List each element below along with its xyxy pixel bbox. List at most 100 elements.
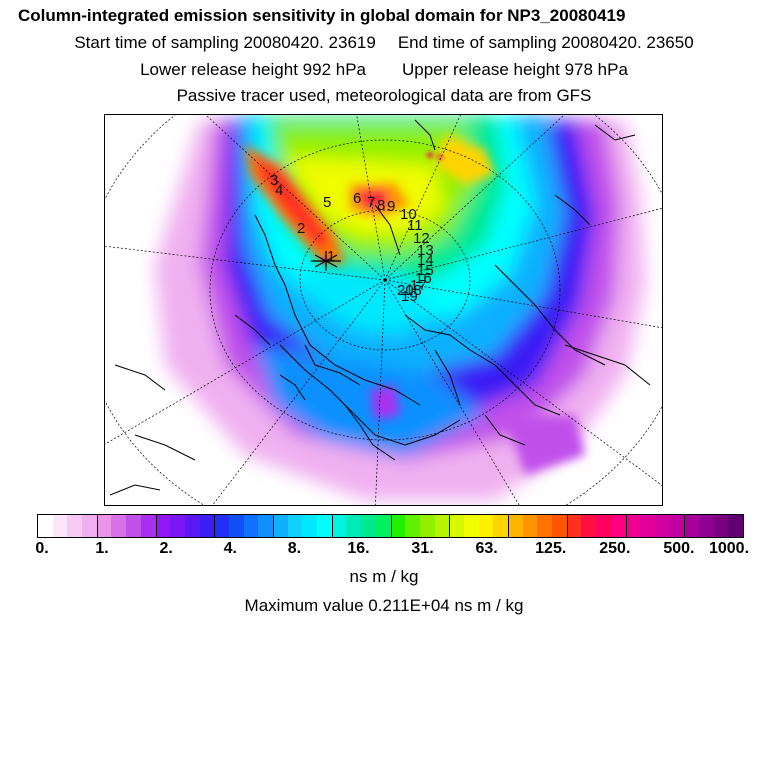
colorbar-swatch bbox=[478, 515, 494, 537]
colorbar-swatch bbox=[552, 515, 567, 537]
lower-release-value: 992 hPa bbox=[302, 60, 366, 79]
trajectory-point-label: 19 bbox=[401, 288, 418, 305]
colorbar-divider bbox=[566, 515, 568, 537]
colorbar-tick-label: 1000. bbox=[708, 540, 750, 557]
colorbar-swatch bbox=[728, 515, 743, 537]
start-label: Start time of sampling bbox=[74, 33, 239, 52]
trajectory-point-label: 11 bbox=[407, 217, 423, 234]
colorbar-swatch bbox=[82, 515, 97, 537]
colorbar-swatch bbox=[640, 515, 655, 537]
start-value: 20080420. 23619 bbox=[243, 33, 376, 52]
emission-sensitivity-map: 1 2 3 4 5 6 7 8 9 10 11 12 13 14 15 16 17 18 19 20 bbox=[104, 114, 663, 506]
trajectory-point-label: 7 bbox=[367, 194, 375, 211]
colorbar-swatch bbox=[346, 515, 362, 537]
colorbar-divider bbox=[331, 515, 333, 537]
colorbar-tick-label: 0. bbox=[35, 540, 49, 557]
colorbar-swatch bbox=[654, 515, 670, 537]
colorbar-swatch bbox=[375, 515, 391, 537]
colorbar-swatch bbox=[508, 515, 523, 537]
trajectory-point-label: 17 bbox=[410, 277, 427, 294]
trajectory-point-label: 5 bbox=[323, 194, 331, 211]
colorbar-tick-label: 125. bbox=[535, 540, 567, 557]
colorbar-tick-label: 500. bbox=[663, 540, 695, 557]
colorbar-divider bbox=[625, 515, 627, 537]
colorbar-swatch bbox=[184, 515, 200, 537]
colorbar-swatch bbox=[713, 515, 729, 537]
colorbar-tick-label: 8. bbox=[287, 540, 302, 557]
colorbar-divider bbox=[390, 515, 392, 537]
end-value: 20080420. 23650 bbox=[561, 33, 694, 52]
colorbar-unit-label: ns m / kg bbox=[349, 567, 419, 586]
tracer-note: Passive tracer used, meteorological data… bbox=[176, 86, 592, 105]
colorbar-swatch bbox=[361, 515, 376, 537]
colorbar-swatch bbox=[522, 515, 538, 537]
colorbar-divider bbox=[214, 515, 216, 537]
colorbar-swatch bbox=[214, 515, 229, 537]
trajectory-point-label: 9 bbox=[387, 198, 395, 215]
colorbar-swatch bbox=[537, 515, 553, 537]
colorbar-tick-label: 250. bbox=[599, 540, 631, 557]
colorbar-tick-label: 31. bbox=[411, 540, 434, 557]
colorbar-swatch bbox=[126, 515, 141, 537]
trajectory-point-label: 10 bbox=[400, 206, 417, 223]
trajectory-point-label: 3 bbox=[270, 172, 278, 189]
colorbar-tick-label: 16. bbox=[347, 540, 370, 557]
trajectory-point-label: 15 bbox=[417, 262, 434, 279]
colorbar-swatch bbox=[273, 515, 288, 537]
colorbar-swatch bbox=[52, 515, 68, 537]
lower-release-label: Lower release height bbox=[140, 60, 298, 79]
colorbar-divider bbox=[155, 515, 157, 537]
colorbar-tick-label: 2. bbox=[159, 540, 173, 557]
colorbar-swatch bbox=[610, 515, 626, 537]
colorbar-swatch bbox=[581, 515, 597, 537]
colorbar-divider bbox=[449, 515, 451, 537]
plot-title: Column-integrated emission sensitivity i… bbox=[18, 6, 626, 25]
graticule-lines bbox=[105, 115, 662, 505]
trajectory-point-label: 18 bbox=[405, 282, 422, 299]
colorbar-swatch bbox=[228, 515, 244, 537]
trajectory-point-label: 4 bbox=[275, 182, 283, 199]
colorbar-swatch bbox=[302, 515, 318, 537]
colorbar-swatch bbox=[419, 515, 435, 537]
coastlines bbox=[109, 119, 651, 496]
sensitivity-field bbox=[155, 115, 645, 500]
colorbar-swatch bbox=[625, 515, 641, 537]
colorbar-swatch bbox=[243, 515, 259, 537]
trajectory-point-label: 1 bbox=[327, 248, 335, 265]
trajectory-point-label: 2 bbox=[297, 220, 305, 237]
colorbar-swatch bbox=[463, 515, 479, 537]
colorbar-swatch bbox=[390, 515, 406, 537]
trajectory-point-label: 16 bbox=[415, 270, 432, 287]
trajectory-point-label: 14 bbox=[417, 252, 434, 269]
colorbar-divider bbox=[96, 515, 98, 537]
colorbar-swatch bbox=[684, 515, 699, 537]
colorbar-swatch bbox=[405, 515, 420, 537]
colorbar-swatch bbox=[170, 515, 185, 537]
colorbar-swatch bbox=[317, 515, 332, 537]
trajectory-point-label: 20 bbox=[397, 282, 414, 299]
colorbar-swatch bbox=[111, 515, 127, 537]
colorbar-swatch bbox=[434, 515, 450, 537]
colorbar-swatch bbox=[67, 515, 83, 537]
trajectory-point-label: 6 bbox=[353, 190, 361, 207]
colorbar-divider bbox=[684, 515, 686, 537]
colorbar bbox=[37, 514, 744, 538]
trajectory-point-label: 12 bbox=[413, 230, 430, 247]
colorbar-swatch bbox=[140, 515, 156, 537]
sampling-time-line: Start time of sampling 20080420. 23619 En… bbox=[0, 33, 768, 53]
colorbar-swatch bbox=[493, 515, 508, 537]
colorbar-swatch bbox=[449, 515, 464, 537]
colorbar-tick-label: 63. bbox=[475, 540, 498, 557]
colorbar-swatch bbox=[258, 515, 273, 537]
colorbar-swatch bbox=[596, 515, 611, 537]
colorbar-swatch bbox=[38, 515, 53, 537]
colorbar-swatch bbox=[698, 515, 714, 537]
colorbar-swatch bbox=[96, 515, 112, 537]
colorbar-swatch bbox=[155, 515, 171, 537]
maximum-value-text: Maximum value 0.211E+04 ns m / kg bbox=[244, 596, 524, 615]
release-height-line: Lower release height 992 hPa Upper releas… bbox=[0, 60, 768, 80]
colorbar-swatch bbox=[669, 515, 685, 537]
upper-release-label: Upper release height bbox=[402, 60, 560, 79]
colorbar-swatch bbox=[331, 515, 347, 537]
